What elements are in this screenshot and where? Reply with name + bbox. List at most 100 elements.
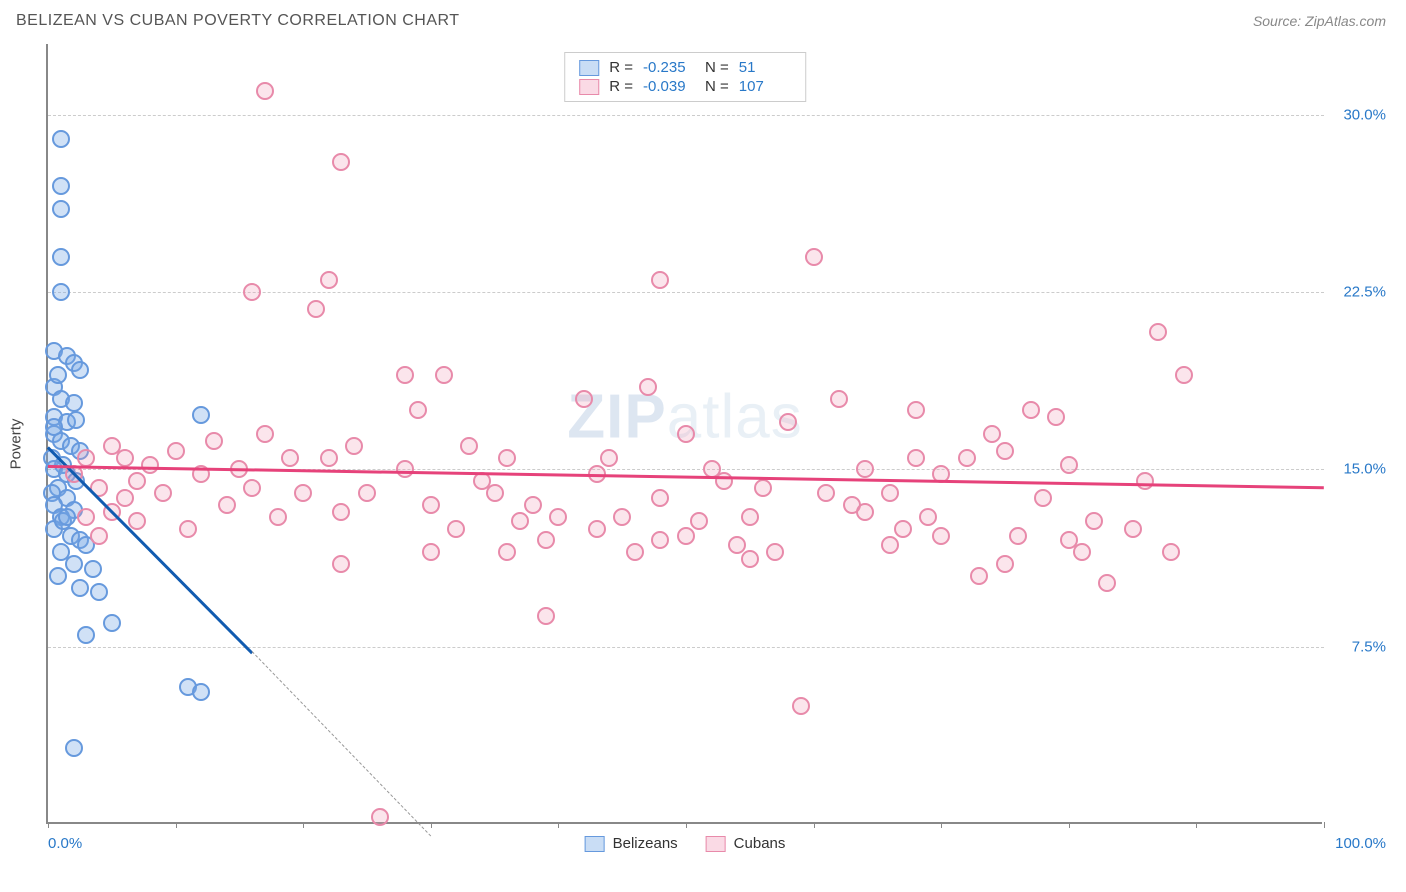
data-point-belizeans	[192, 683, 210, 701]
stats-row-cubans: R = -0.039 N = 107	[579, 77, 791, 96]
plot-area: ZIPatlas R = -0.235 N = 51 R = -0.039 N …	[46, 44, 1322, 824]
data-point-belizeans	[67, 411, 85, 429]
data-point-cubans	[345, 437, 363, 455]
x-tick	[558, 822, 559, 828]
data-point-cubans	[856, 460, 874, 478]
data-point-cubans	[881, 484, 899, 502]
data-point-cubans	[422, 543, 440, 561]
data-point-cubans	[1009, 527, 1027, 545]
data-point-cubans	[958, 449, 976, 467]
data-point-cubans	[332, 153, 350, 171]
data-point-cubans	[243, 283, 261, 301]
data-point-belizeans	[103, 614, 121, 632]
data-point-cubans	[256, 425, 274, 443]
x-tick	[431, 822, 432, 828]
x-tick	[48, 822, 49, 828]
legend-item-belizeans: Belizeans	[585, 835, 678, 852]
x-axis-min-label: 0.0%	[48, 835, 82, 852]
gridline	[48, 115, 1324, 116]
y-tick-label: 22.5%	[1343, 284, 1386, 301]
data-point-cubans	[396, 460, 414, 478]
data-point-cubans	[907, 401, 925, 419]
data-point-cubans	[1022, 401, 1040, 419]
data-point-cubans	[77, 508, 95, 526]
chart-title: BELIZEAN VS CUBAN POVERTY CORRELATION CH…	[16, 12, 460, 30]
gridline	[48, 292, 1324, 293]
data-point-cubans	[256, 82, 274, 100]
x-tick	[1324, 822, 1325, 828]
data-point-cubans	[1060, 456, 1078, 474]
data-point-cubans	[167, 442, 185, 460]
data-point-cubans	[128, 472, 146, 490]
data-point-cubans	[498, 449, 516, 467]
legend-swatch-cubans	[706, 836, 726, 852]
x-tick	[1196, 822, 1197, 828]
x-tick	[1069, 822, 1070, 828]
data-point-cubans	[639, 378, 657, 396]
data-point-cubans	[1149, 323, 1167, 341]
data-point-cubans	[371, 808, 389, 826]
data-point-belizeans	[71, 361, 89, 379]
data-point-cubans	[281, 449, 299, 467]
data-point-cubans	[715, 472, 733, 490]
data-point-cubans	[856, 503, 874, 521]
data-point-cubans	[894, 520, 912, 538]
data-point-cubans	[511, 512, 529, 530]
data-point-cubans	[1098, 574, 1116, 592]
data-point-cubans	[409, 401, 427, 419]
data-point-belizeans	[49, 567, 67, 585]
data-point-cubans	[575, 390, 593, 408]
data-point-belizeans	[52, 130, 70, 148]
data-point-cubans	[1124, 520, 1142, 538]
data-point-cubans	[651, 271, 669, 289]
data-point-cubans	[77, 449, 95, 467]
data-point-belizeans	[65, 739, 83, 757]
data-point-cubans	[970, 567, 988, 585]
data-point-cubans	[779, 413, 797, 431]
data-point-cubans	[1175, 366, 1193, 384]
data-point-cubans	[447, 520, 465, 538]
data-point-belizeans	[52, 248, 70, 266]
data-point-cubans	[307, 300, 325, 318]
data-point-cubans	[486, 484, 504, 502]
data-point-belizeans	[58, 508, 76, 526]
data-point-cubans	[218, 496, 236, 514]
y-tick-label: 30.0%	[1343, 106, 1386, 123]
data-point-cubans	[881, 536, 899, 554]
data-point-cubans	[154, 484, 172, 502]
x-tick	[686, 822, 687, 828]
data-point-cubans	[205, 432, 223, 450]
data-point-belizeans	[52, 177, 70, 195]
data-point-cubans	[1162, 543, 1180, 561]
data-point-cubans	[116, 449, 134, 467]
data-point-cubans	[332, 503, 350, 521]
data-point-cubans	[90, 527, 108, 545]
data-point-belizeans	[45, 418, 63, 436]
data-point-cubans	[1034, 489, 1052, 507]
x-tick	[303, 822, 304, 828]
data-point-cubans	[651, 531, 669, 549]
data-point-cubans	[983, 425, 1001, 443]
data-point-cubans	[294, 484, 312, 502]
data-point-belizeans	[52, 200, 70, 218]
chart-container: Poverty ZIPatlas R = -0.235 N = 51 R = -…	[46, 44, 1386, 844]
data-point-cubans	[754, 479, 772, 497]
data-point-cubans	[396, 366, 414, 384]
data-point-belizeans	[192, 406, 210, 424]
stats-legend-box: R = -0.235 N = 51 R = -0.039 N = 107	[564, 52, 806, 102]
data-point-belizeans	[77, 626, 95, 644]
data-point-cubans	[1136, 472, 1154, 490]
data-point-cubans	[919, 508, 937, 526]
data-point-cubans	[116, 489, 134, 507]
data-point-cubans	[677, 425, 695, 443]
data-point-cubans	[422, 496, 440, 514]
chart-source: Source: ZipAtlas.com	[1253, 13, 1386, 29]
data-point-cubans	[792, 697, 810, 715]
data-point-cubans	[996, 442, 1014, 460]
data-point-cubans	[320, 271, 338, 289]
x-axis-max-label: 100.0%	[1335, 835, 1386, 852]
data-point-cubans	[1085, 512, 1103, 530]
data-point-belizeans	[71, 579, 89, 597]
x-tick	[941, 822, 942, 828]
data-point-cubans	[1047, 408, 1065, 426]
